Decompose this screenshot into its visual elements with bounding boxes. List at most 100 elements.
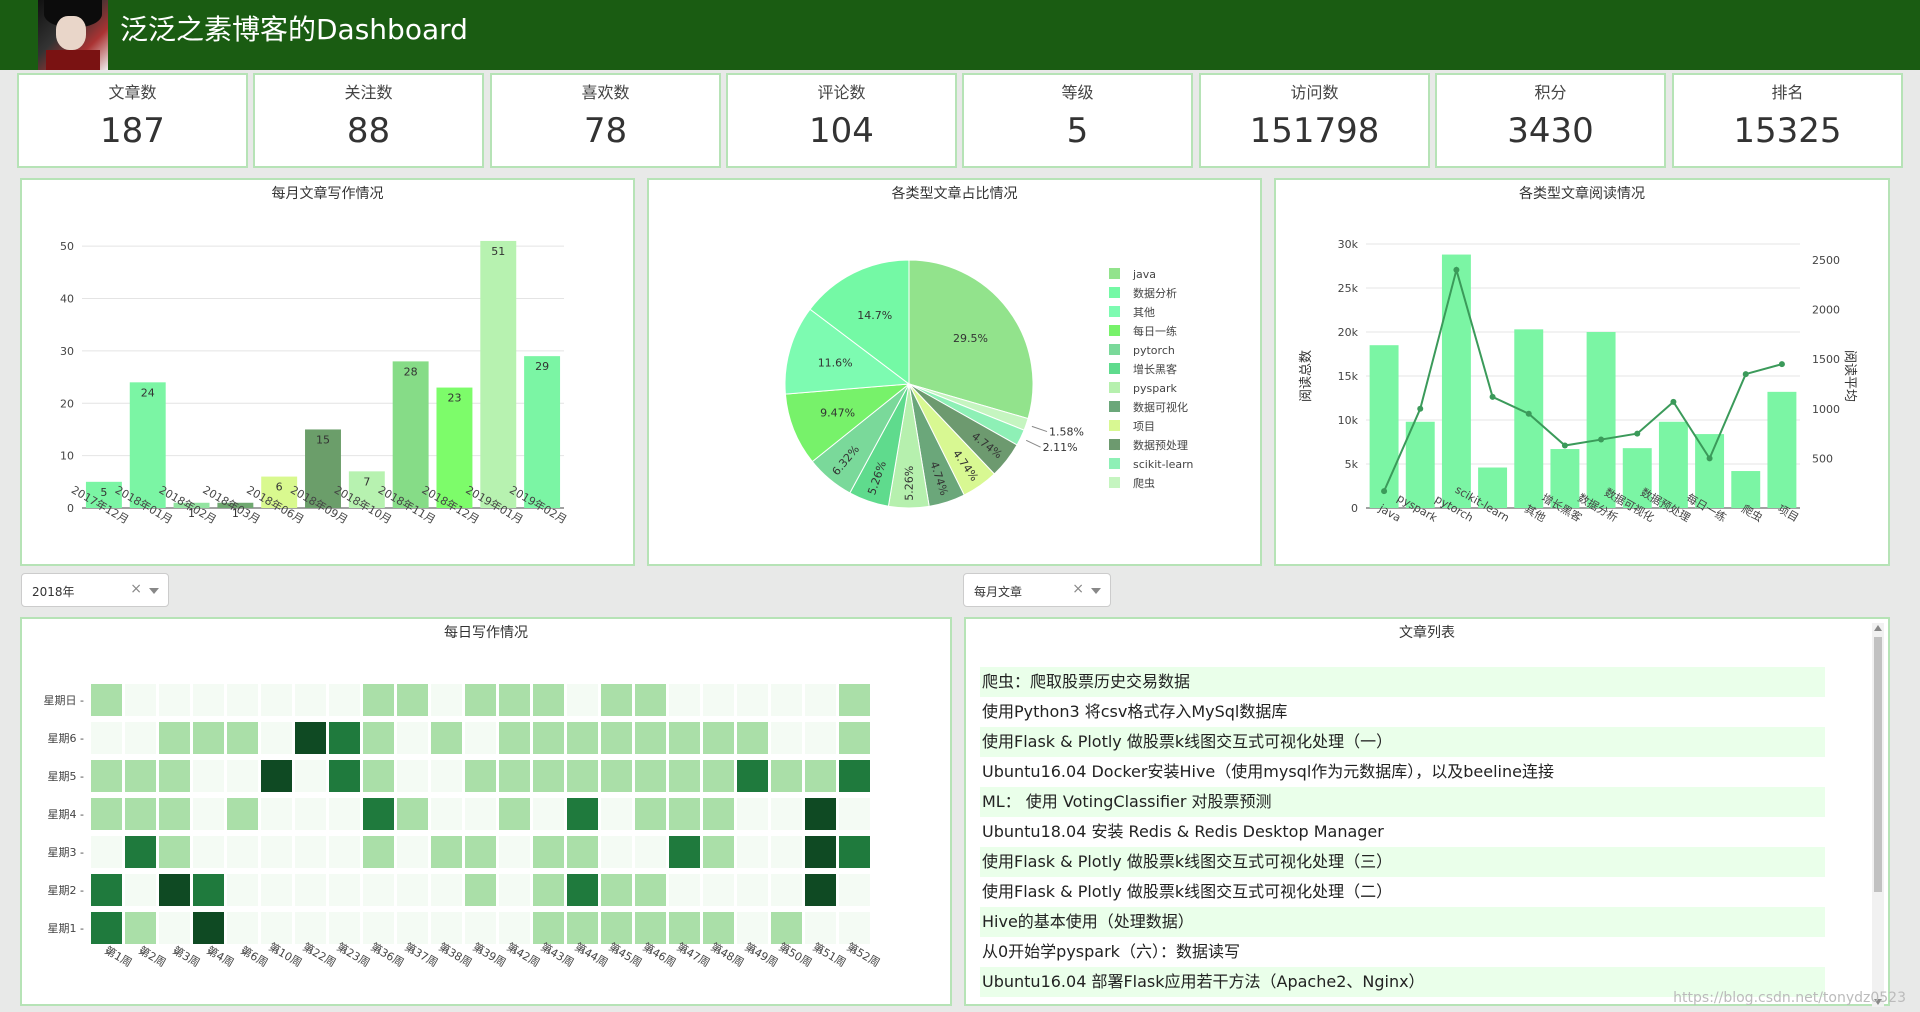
heat-cell [839,798,870,830]
heat-cell [669,798,700,830]
year-select[interactable]: 2018年 × [21,573,169,607]
stat-value: 187 [100,111,165,151]
legend-label: 项目 [1133,420,1155,433]
heat-cell [737,912,768,944]
scroll-thumb[interactable] [1874,637,1882,892]
article-link[interactable]: Ubuntu18.04 安装 Redis & Redis Desktop Man… [982,822,1384,841]
avg-point [1778,361,1785,368]
scroll-down-icon[interactable] [1874,999,1882,1005]
scroll-up-icon[interactable] [1874,625,1882,631]
legend-label: java [1132,268,1156,281]
heat-cell [839,836,870,868]
heat-cell [397,798,428,830]
article-list[interactable]: 爬虫：爬取股票历史交易数据使用Python3 将csv格式存入MySql数据库使… [980,667,1825,997]
type-select[interactable]: 每月文章 × [963,573,1111,607]
heat-cell [329,684,360,716]
stat-card: 等级 5 [962,73,1193,168]
heat-cell [91,798,122,830]
heat-cell [635,760,666,792]
clear-icon[interactable]: × [130,581,142,597]
bar [524,356,561,508]
scrollbar[interactable] [1872,623,1884,1007]
heat-cell [431,912,462,944]
legend-swatch [1109,401,1120,412]
heat-cell [159,836,190,868]
legend-label: 其他 [1133,306,1155,319]
heat-cell [669,684,700,716]
article-list-card: 文章列表 爬虫：爬取股票历史交易数据 使用Python3 将csv格式存入MySq… [964,617,1890,1007]
article-link[interactable]: 使用Python3 将csv格式存入MySql数据库 [982,702,1288,721]
monthly-writing-card: 每月文章写作情况 0 10 20 30 40 50 5 2017年12月 24 2018年01月 1… [20,178,635,566]
heat-cell [533,760,564,792]
x-tick-label: 第3周 [170,943,202,970]
slice-label: 11.6% [818,357,853,370]
stat-value: 15325 [1733,111,1842,151]
heat-cell [805,684,836,716]
stat-value: 3430 [1507,111,1594,151]
heat-cell [669,760,700,792]
stat-label: 访问数 [1290,83,1339,102]
legend-swatch [1109,477,1120,488]
chevron-down-icon[interactable] [1091,588,1101,594]
heat-cell [601,836,632,868]
legend-swatch [1109,382,1120,393]
avg-point [1381,488,1388,495]
heat-cell [669,912,700,944]
legend-label: pytorch [1133,344,1175,357]
y-axis-title: 阅读总数 [1299,350,1314,402]
heat-cell [601,684,632,716]
bar [1369,345,1399,508]
slice-leader [1025,439,1041,448]
heat-cell [363,722,394,754]
heat-cell [499,722,530,754]
article-link[interactable]: Hive的基本使用（处理数据） [980,907,1825,937]
x-tick-label: 第2周 [136,943,168,970]
y2-tick-label: 2000 [1812,304,1840,317]
bar [1731,471,1761,508]
heat-cell [465,760,496,792]
slice-label: 5.26% [903,466,916,501]
heat-cell [465,798,496,830]
heat-cell [601,760,632,792]
stat-card: 关注数 88 [253,73,484,168]
heat-cell [227,798,258,830]
x-tick-label: 项目 [1775,502,1801,524]
heat-cell [261,684,292,716]
article-link[interactable]: 从0开始学pyspark（六）：数据读写 [982,942,1240,961]
heat-cell [431,798,462,830]
heat-cell [839,722,870,754]
bar-value-label: 28 [404,365,418,378]
bar-value-label: 7 [363,475,370,488]
legend-swatch [1109,344,1120,355]
article-link[interactable]: Ubuntu16.04 部署Flask应用若干方法（Apache2、Nginx） [980,967,1825,997]
heat-cell [431,760,462,792]
type-reads-chart: 0 5k 10k 15k 20k 25k 30k 500 1000 1500 2000 2500 阅读总… [1299,238,1857,525]
stat-label: 文章数 [108,83,157,102]
legend-swatch [1109,420,1120,431]
heat-cell [125,874,156,906]
article-link[interactable]: 爬虫：爬取股票历史交易数据 [980,667,1825,697]
heat-cell [193,798,224,830]
type-share-card: 各类型文章占比情况 29.5% 1.58% 2.11% 4.74% 4.74% 4.74%… [647,178,1262,566]
avg-point [1561,442,1568,449]
heat-cell [397,760,428,792]
legend-label: 数据分析 [1133,286,1177,300]
heat-cell [363,798,394,830]
heat-cell [839,874,870,906]
stat-card: 文章数 187 [17,73,248,168]
article-link[interactable]: 使用Flask & Plotly 做股票k线图交互式可视化处理（一） [980,727,1825,757]
heat-cell [601,874,632,906]
heat-cell [669,874,700,906]
article-link[interactable]: 使用Flask & Plotly 做股票k线图交互式可视化处理（三） [980,847,1825,877]
heat-cell [193,760,224,792]
clear-icon[interactable]: × [1072,581,1084,597]
article-link[interactable]: 使用Flask & Plotly 做股票k线图交互式可视化处理（二） [982,882,1393,901]
heat-cell [567,836,598,868]
heat-cell [635,722,666,754]
avg-point [1598,436,1605,443]
article-link[interactable]: ML： 使用 VotingClassifier 对股票预测 [980,787,1825,817]
heat-cell [567,912,598,944]
article-link[interactable]: Ubuntu16.04 Docker安装Hive（使用mysql作为元数据库），… [982,762,1554,781]
heat-cell [227,912,258,944]
chevron-down-icon[interactable] [149,588,159,594]
